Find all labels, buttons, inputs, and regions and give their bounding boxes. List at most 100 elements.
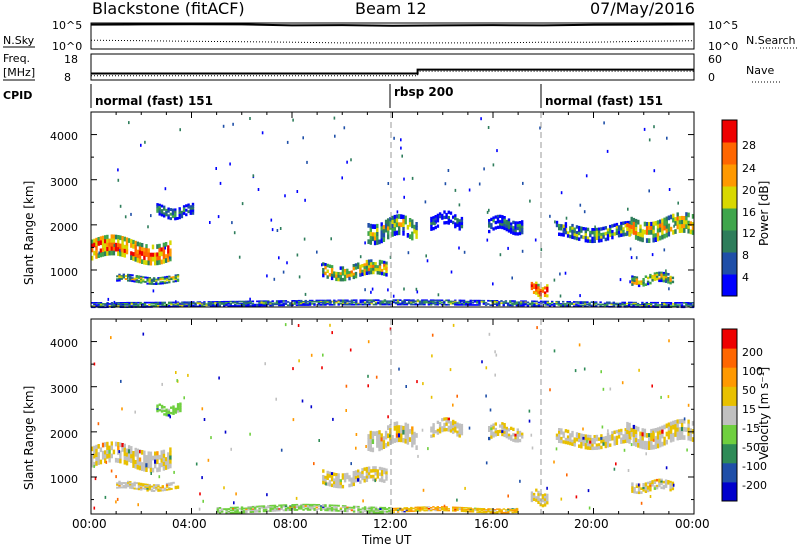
- scatter-cell: [182, 212, 186, 215]
- scatter-cell: [145, 244, 148, 249]
- scatter-cell: [641, 436, 644, 441]
- scatter-cell: [262, 302, 266, 305]
- scatter-cell: [95, 304, 98, 306]
- scatter-cell: [320, 509, 323, 511]
- scatter-cell: [148, 278, 151, 281]
- scatter-cell: [238, 300, 241, 303]
- scatter-cell: [604, 226, 607, 230]
- speckle-cell: [298, 275, 301, 279]
- scatter-cell: [458, 508, 461, 511]
- speckle-cell: [303, 237, 306, 241]
- scatter-cell: [432, 423, 435, 427]
- scatter-cell: [192, 302, 195, 305]
- scatter-cell: [530, 499, 534, 503]
- speckle-cell: [648, 189, 650, 193]
- scatter-cell: [154, 451, 157, 457]
- scatter-cell: [102, 303, 105, 305]
- scatter-cell: [145, 463, 148, 468]
- scatter-cell: [385, 303, 389, 306]
- scatter-cell: [562, 230, 565, 234]
- scatter-cell: [651, 279, 654, 282]
- scatter-cell: [154, 305, 158, 307]
- scatter-cell: [665, 228, 668, 234]
- scatter-cell: [568, 302, 571, 304]
- scatter-cell: [163, 302, 166, 305]
- scatter-cell: [460, 506, 464, 509]
- scatter-cell: [377, 301, 380, 304]
- speckle-cell: [422, 382, 424, 386]
- scatter-cell: [99, 459, 103, 465]
- scatter-cell: [406, 233, 410, 238]
- vel-cbar-tick-neg15: -15: [742, 422, 760, 435]
- scatter-cell: [151, 256, 155, 262]
- scatter-cell: [562, 300, 565, 303]
- scatter-cell: [304, 505, 307, 507]
- scatter-cell: [254, 508, 257, 511]
- scatter-cell: [378, 434, 381, 439]
- scatter-cell: [291, 504, 294, 506]
- scatter-cell: [124, 483, 128, 486]
- scatter-cell: [380, 467, 384, 471]
- scatter-cell: [494, 215, 497, 219]
- scatter-cell: [454, 300, 457, 303]
- scatter-cell: [492, 216, 495, 220]
- scatter-cell: [326, 470, 329, 475]
- scatter-cell: [401, 300, 404, 303]
- scatter-cell: [165, 412, 168, 415]
- scatter-cell: [460, 219, 464, 223]
- speckle-cell: [559, 272, 561, 276]
- scatter-cell: [566, 438, 570, 442]
- scatter-cell: [371, 224, 375, 229]
- scatter-cell: [278, 300, 281, 302]
- scatter-cell: [97, 253, 100, 258]
- scatter-cell: [132, 301, 136, 304]
- scatter-cell: [101, 454, 105, 460]
- speckle-cell: [486, 210, 489, 214]
- scatter-cell: [430, 429, 433, 433]
- scatter-cell: [449, 300, 453, 303]
- scatter-cell: [658, 277, 661, 281]
- scatter-cell: [432, 216, 435, 220]
- scatter-cell: [361, 272, 364, 277]
- scatter-cell: [507, 511, 510, 514]
- scatter-cell: [344, 507, 347, 510]
- scatter-cell: [369, 223, 372, 229]
- scatter-cell: [174, 409, 177, 412]
- scatter-cell: [564, 304, 567, 306]
- scatter-cell: [487, 509, 490, 511]
- scatter-cell: [322, 480, 325, 485]
- scatter-cell: [504, 511, 508, 513]
- speckle-cell: [665, 269, 667, 273]
- scatter-cell: [498, 301, 501, 303]
- scatter-cell: [146, 305, 149, 307]
- scatter-cell: [658, 482, 661, 486]
- scatter-cell: [400, 429, 403, 435]
- scatter-cell: [535, 488, 538, 492]
- scatter-cell: [337, 509, 340, 512]
- speckle-cell: [121, 407, 123, 411]
- scatter-cell: [385, 273, 388, 277]
- scatter-cell: [142, 279, 145, 282]
- scatter-cell: [578, 435, 581, 440]
- scatter-cell: [363, 302, 367, 305]
- scatter-cell: [458, 219, 461, 223]
- scatter-cell: [558, 433, 561, 438]
- scatter-cell: [562, 304, 565, 306]
- scatter-cell: [628, 422, 631, 428]
- scatter-cell: [445, 221, 448, 225]
- scatter-cell: [121, 304, 125, 306]
- scatter-cell: [122, 482, 125, 484]
- scatter-cell: [617, 233, 621, 238]
- speckle-cell: [588, 506, 591, 510]
- scatter-cell: [191, 205, 195, 208]
- scatter-cell: [249, 509, 252, 512]
- vel-cbar-tick-50: 50: [742, 384, 756, 397]
- scatter-cell: [382, 229, 386, 234]
- scatter-cell: [388, 300, 391, 303]
- scatter-cell: [487, 510, 490, 513]
- scatter-cell: [176, 274, 180, 277]
- scatter-cell: [647, 303, 651, 305]
- scatter-cell: [361, 264, 364, 268]
- speckle-cell: [115, 500, 117, 504]
- speckle-cell: [652, 438, 655, 442]
